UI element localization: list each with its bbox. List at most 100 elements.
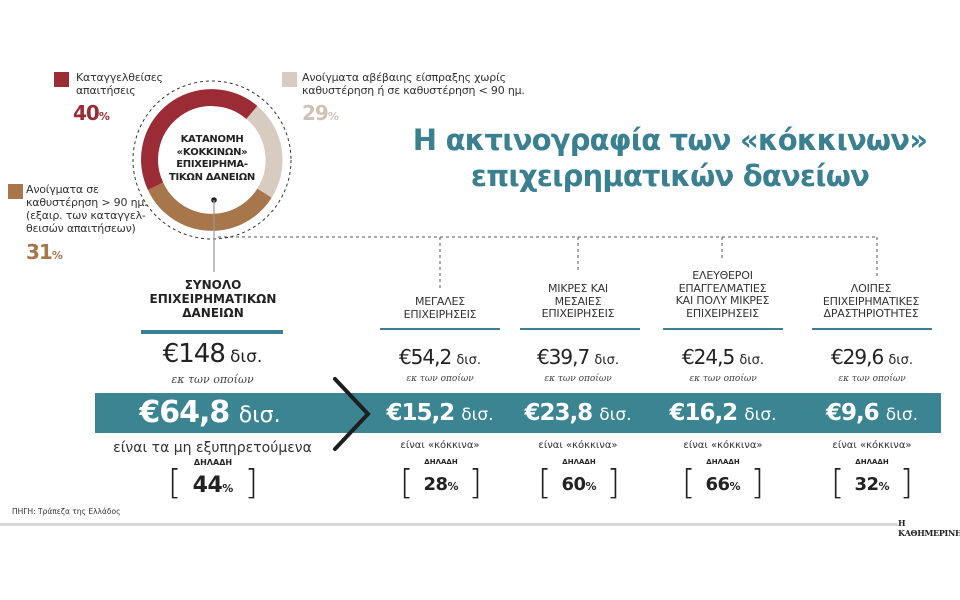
total-label: ΣΥΝΟΛΟ ΕΠΙΧΕΙΡΗΜΑΤΙΚΩΝ ΔΑΝΕΙΩΝ [140,278,286,320]
total-of-which: εκ των οποίων [171,373,254,386]
meaning-label: ΔΗΛΑΔΗ [193,458,233,467]
bracket-right: ] [606,463,620,503]
category-npl-desc: είναι «κόκκινα» [683,440,763,451]
bracket-right: ] [750,463,764,503]
category-npl-amount-freelancers: €16,2 δισ. [669,400,777,426]
bracket-right: ] [468,463,482,503]
total-label-line: ΣΥΝΟΛΟ [184,278,242,292]
category-label-line: ΕΠΙΧΕΙΡΗΣΕΙΣ [541,307,615,320]
total-label-line: ΔΑΝΕΙΩΝ [182,306,244,320]
category-amount-sme: €39,7 δισ. [536,345,620,369]
bracket-left: [ [168,463,182,503]
total-pct-bracket: ΔΗΛΑΔΗ [ 44% ] [168,458,258,504]
bracket-left: [ [538,463,552,503]
category-label-line: ΛΟΙΠΕΣ [850,282,892,295]
category-label-line: ΜΙΚΡΕΣ ΚΑΙ [548,282,608,295]
total-npl-desc: είναι τα μη εξυπηρετούμενα [113,440,312,456]
total-label-line: ΕΠΙΧΕΙΡΗΜΑΤΙΚΩΝ [149,292,277,306]
publisher-logo: Η ΚΑΘΗΜΕΡΙΝΗ [898,518,960,538]
total-rule [141,330,283,334]
category-of-which: εκ των οποίων [544,374,612,384]
meaning-label: ΔΗΛΑΔΗ [562,458,596,466]
title-line-2: επιχειρηματικών δανείων [470,159,870,193]
category-pct-bracket-large: ΔΗΛΑΔΗ [ 28% ] [400,458,482,504]
chevron-right-icon [333,377,371,451]
category-rule [812,328,932,330]
category-label-line: ΕΠΙΧΕΙΡΗΜΑΤΙΚΕΣ [822,294,920,308]
donut-center-line: ΕΠΙΧΕΙΡΗΜΑ- [176,159,248,170]
meaning-label: ΔΗΛΑΔΗ [424,458,458,466]
category-label-line: ΕΛΕΥΘΕΡΟΙ [692,269,753,282]
legend-swatch-uncertain [282,72,297,87]
legend-label-denounced: Καταγγελθείσες απαιτήσεις [76,71,163,97]
legend-line: (εξαιρ. των καταγγελ- [26,209,146,222]
legend-line: Καταγγελθείσες [76,71,163,84]
donut-center-line: ΚΑΤΑΝΟΜΗ [180,134,244,145]
donut-segment-uncertain [246,105,283,198]
donut-center-label: ΚΑΤΑΝΟΜΗ «ΚΟΚΚΙΝΩΝ» ΕΠΙΧΕΙΡΗΜΑ- ΤΙΚΩΝ ΔΑ… [162,134,262,184]
category-pct-bracket-sme: ΔΗΛΑΔΗ [ 60% ] [538,458,620,504]
legend-line: Ανοίγματα αβέβαιης είσπραξης χωρίς [302,71,506,84]
footer-rule [0,523,898,526]
category-label-large: ΜΕΓΑΛΕΣ ΕΠΙΧΕΙΡΗΣΕΙΣ [380,295,500,321]
total-amount-value: €148 [162,339,226,369]
category-label-line: ΜΕΣΑΙΕΣ [554,294,602,308]
legend-swatch-denounced [54,72,69,87]
category-rule [663,328,783,330]
category-of-which: εκ των οποίων [406,374,474,384]
donut-dashed-outline [132,80,292,240]
category-label-line: ΜΕΓΑΛΕΣ [414,295,466,308]
category-npl-desc: είναι «κόκκινα» [538,440,618,451]
legend-line: καθυστέρηση ή σε καθυστέρηση < 90 ημ. [302,84,525,97]
meaning-label: ΔΗΛΑΔΗ [706,458,740,466]
donut-center-line: «ΚΟΚΚΙΝΩΝ» [176,146,248,158]
category-pct-bracket-freelancers: ΔΗΛΑΔΗ [ 66% ] [682,458,764,504]
total-pct: 44% [192,473,234,498]
legend-line: απαιτήσεις [76,84,136,97]
category-npl-amount-sme: €23,8 δισ. [524,400,632,426]
category-label-line: ΚΑΙ ΠΟΛΥ ΜΙΚΡΕΣ [675,294,770,307]
source-note: ΠΗΓΗ: Τράπεζα της Ελλάδος [12,507,121,516]
bracket-right: ] [899,463,913,503]
legend-pct-denounced: 40% [73,101,110,125]
category-npl-amount-other: €9,6 δισ. [825,400,919,426]
category-of-which: εκ των οποίων [689,374,757,384]
donut-center-line: ΤΙΚΩΝ ΔΑΝΕΙΩΝ [168,171,255,183]
legend-line: καθυστέρηση > 90 ημ. [26,196,148,209]
category-label-sme: ΜΙΚΡΕΣ ΚΑΙ ΜΕΣΑΙΕΣ ΕΠΙΧΕΙΡΗΣΕΙΣ [518,282,638,321]
category-npl-amount-large: €15,2 δισ. [386,400,494,426]
category-label-freelancers: ΕΛΕΥΘΕΡΟΙ ΕΠΑΓΓΕΛΜΑΤΙΕΣ ΚΑΙ ΠΟΛΥ ΜΙΚΡΕΣ … [655,269,790,320]
title-line-1: Η ακτινογραφία των «κόκκινων» [412,123,928,157]
category-amount-freelancers: €24,5 δισ. [681,345,765,369]
legend-label-overdue: Ανοίγματα σε καθυστέρηση > 90 ημ. (εξαιρ… [26,183,148,235]
legend-line: Ανοίγματα σε [26,183,99,196]
category-label-line: ΕΠΙΧΕΙΡΗΣΕΙΣ [686,306,759,320]
bracket-right: ] [244,463,258,503]
meaning-label: ΔΗΛΑΔΗ [855,458,889,466]
category-label-other: ΛΟΙΠΕΣ ΕΠΙΧΕΙΡΗΜΑΤΙΚΕΣ ΔΡΑΣΤΗΡΙΟΤΗΤΕΣ [806,282,936,321]
legend-label-uncertain: Ανοίγματα αβέβαιης είσπραξης χωρίς καθυσ… [302,71,525,97]
category-rule [520,328,640,330]
legend-pct-uncertain: 29% [302,101,339,125]
legend-swatch-overdue [8,184,23,199]
category-pct: 32% [854,474,890,495]
legend-pct-overdue: 31% [26,240,63,264]
donut-segment-denounced [141,89,258,190]
donut-segment-overdue [147,182,272,231]
category-npl-desc: είναι «κόκκινα» [400,440,480,451]
category-npl-desc: είναι «κόκκινα» [832,440,912,451]
category-pct: 60% [561,474,597,495]
page-title: Η ακτινογραφία των «κόκκινων» επιχειρημα… [400,122,940,194]
total-amount: €148 δισ. [130,339,295,369]
category-label-line: ΔΡΑΣΤΗΡΙΟΤΗΤΕΣ [823,307,919,320]
category-label-line: ΕΠΙΧΕΙΡΗΣΕΙΣ [403,307,477,321]
category-pct: 28% [423,474,459,495]
category-amount-large: €54,2 δισ. [398,345,482,369]
category-of-which: εκ των οποίων [838,374,906,384]
category-amount-other: €29,6 δισ. [830,345,914,369]
legend-line: θεισών απαιτήσεων) [26,222,136,235]
total-npl-amount: €64,8 δισ. [139,395,281,430]
category-pct: 66% [705,474,741,495]
category-pct-bracket-other: ΔΗΛΑΔΗ [ 32% ] [831,458,913,504]
